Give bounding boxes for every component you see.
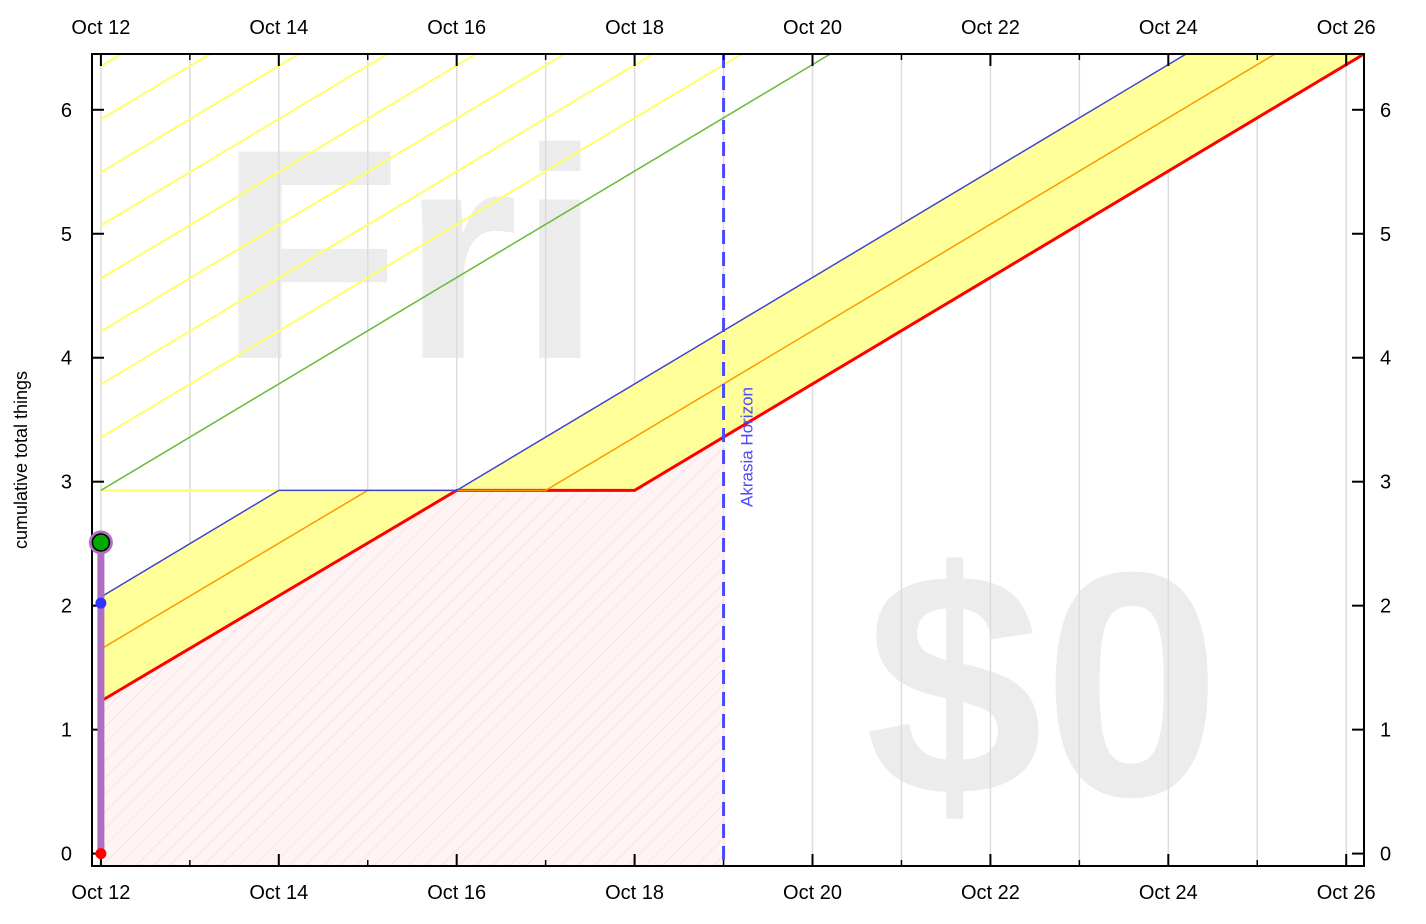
good-band <box>100 54 1364 702</box>
x-tick-label-top: Oct 24 <box>1139 17 1198 39</box>
y-tick-label-right: 0 <box>1380 844 1391 866</box>
y-tick-label-right: 5 <box>1380 224 1391 246</box>
y-tick-label-right: 4 <box>1380 348 1391 370</box>
guideline-hatch <box>100 54 656 386</box>
guideline-hatch <box>100 54 390 227</box>
x-tick-label-top: Oct 12 <box>71 17 130 39</box>
datapoint <box>91 533 111 552</box>
y-tick-label-right: 1 <box>1380 720 1391 742</box>
x-tick-label-bottom: Oct 26 <box>1317 882 1376 904</box>
plot-layer <box>100 0 1401 866</box>
x-tick-label-bottom: Oct 18 <box>605 882 664 904</box>
y-tick-label-left: 1 <box>61 720 72 742</box>
x-tick-label-top: Oct 16 <box>427 17 486 39</box>
blue-line <box>100 54 1187 598</box>
akrasia-horizon-label: Akrasia Horizon <box>738 387 757 507</box>
green-line <box>100 54 831 492</box>
y-tick-label-right: 2 <box>1380 596 1391 618</box>
x-tick-label-bottom: Oct 16 <box>427 882 486 904</box>
guideline-hatch <box>100 54 744 439</box>
plot-frame <box>91 53 1365 867</box>
x-tick-label-bottom: Oct 24 <box>1139 882 1198 904</box>
watermark-day: Fri <box>218 86 601 422</box>
datapoint <box>95 848 107 860</box>
x-tick-label-bottom: Oct 14 <box>249 882 308 904</box>
x-tick-label-bottom: Oct 12 <box>71 882 130 904</box>
datapoint <box>95 597 107 609</box>
x-tick-label-top: Oct 18 <box>605 17 664 39</box>
y-tick-label-left: 6 <box>61 100 72 122</box>
y-tick-label-left: 0 <box>61 844 72 866</box>
y-tick-label-left: 3 <box>61 472 72 494</box>
x-tick-label-bottom: Oct 22 <box>961 882 1020 904</box>
bad-region-hatch <box>100 437 724 866</box>
y-axis-title: cumulative total things <box>11 371 31 549</box>
axes-layer: Oct 12 Oct 12 Oct 14 Oct 14 Oct 16 Oct 16 Oct … <box>11 17 1391 904</box>
x-tick-label-bottom: Oct 20 <box>783 882 842 904</box>
y-tick-label-right: 3 <box>1380 472 1391 494</box>
y-tick-label-left: 5 <box>61 224 72 246</box>
y-tick-label-left: 4 <box>61 348 72 370</box>
watermark-amount: $0 <box>865 505 1221 863</box>
x-tick-label-top: Oct 20 <box>783 17 842 39</box>
y-tick-label-right: 6 <box>1380 100 1391 122</box>
guideline-hatch <box>101 0 1401 13</box>
x-tick-label-top: Oct 14 <box>249 17 308 39</box>
guideline-hatch <box>100 54 478 280</box>
guideline-hatch <box>100 54 567 333</box>
x-tick-label-top: Oct 26 <box>1317 17 1376 39</box>
y-tick-label-left: 2 <box>61 596 72 618</box>
labels-layer: Akrasia Horizon <box>88 387 757 860</box>
x-tick-label-top: Oct 22 <box>961 17 1020 39</box>
watermarks: Fri $0 <box>218 86 1221 863</box>
